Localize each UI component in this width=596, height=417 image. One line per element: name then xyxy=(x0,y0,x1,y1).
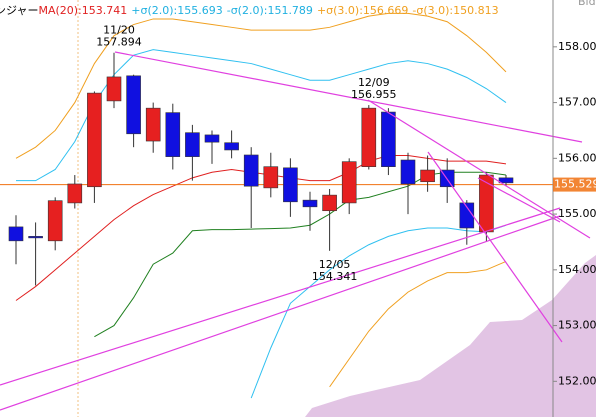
candle-body xyxy=(67,183,83,204)
cloud xyxy=(305,255,596,417)
candle-body xyxy=(47,200,63,242)
candle-body xyxy=(224,142,239,151)
candle-body xyxy=(322,194,337,212)
y-tick-label: 158.000 xyxy=(558,40,596,53)
y-tick-label: 152.000 xyxy=(558,374,596,387)
candle-body xyxy=(302,199,318,208)
candle-body xyxy=(498,177,514,184)
legend-entry: -σ(2.0):151.789 xyxy=(227,4,313,17)
annotation-price: 156.955 xyxy=(351,88,397,101)
trend-line xyxy=(114,51,583,143)
current-price-label: 155.529 xyxy=(554,178,596,191)
legend-entry: MA(20):153.741 xyxy=(38,4,127,17)
candle-body xyxy=(420,169,435,183)
candle-body xyxy=(381,111,396,167)
annotation-price: 154.341 xyxy=(312,270,358,283)
candle-body xyxy=(400,159,416,185)
candle-body xyxy=(145,107,161,142)
candle-body xyxy=(243,154,259,187)
trend-line xyxy=(477,177,561,223)
candle-body xyxy=(479,174,494,233)
annotation-date: 12/05 xyxy=(319,258,351,271)
candle-body xyxy=(459,202,475,229)
candle-body xyxy=(28,236,43,239)
annotation-price: 157.894 xyxy=(96,36,142,49)
indicator-line xyxy=(329,261,507,388)
indicator-line xyxy=(15,12,507,159)
indicator-line xyxy=(94,171,507,338)
legend: リンジャーMA(20):153.741 +σ(2.0):155.693 -σ(2.0… xyxy=(0,4,499,17)
trend-line xyxy=(0,215,561,411)
y-tick-label: 154.000 xyxy=(558,263,596,276)
candle-body xyxy=(126,75,141,135)
legend-entry: リンジャー xyxy=(0,4,38,17)
candle-body xyxy=(204,134,220,143)
indicator-line xyxy=(15,155,507,301)
candle-body xyxy=(165,112,181,157)
y-tick-label: 155.000 xyxy=(558,207,596,220)
legend-entry: +σ(2.0):155.693 xyxy=(131,4,222,17)
candle-body xyxy=(341,161,357,204)
corner-label: Bid xyxy=(578,0,596,8)
annotation-date: 11/20 xyxy=(103,24,135,37)
candle-body xyxy=(283,167,298,203)
candle-body xyxy=(361,107,377,167)
y-tick-label: 156.000 xyxy=(558,151,596,164)
annotation-date: 12/09 xyxy=(358,76,390,89)
y-tick-label: 157.000 xyxy=(558,96,596,109)
candle-body xyxy=(106,76,122,102)
candle-body xyxy=(263,166,279,189)
legend-entry: +σ(3.0):156.669 xyxy=(317,4,408,17)
plot xyxy=(0,12,553,399)
trend-line xyxy=(427,151,563,343)
candle-body xyxy=(185,132,200,157)
indicator-line xyxy=(250,224,507,399)
candle-body xyxy=(8,226,24,242)
legend-entry: -σ(3.0):150.813 xyxy=(412,4,498,17)
current-price-box xyxy=(553,177,596,192)
trend-line xyxy=(0,207,561,386)
candle-body xyxy=(87,92,102,188)
y-tick-label: 153.000 xyxy=(558,319,596,332)
